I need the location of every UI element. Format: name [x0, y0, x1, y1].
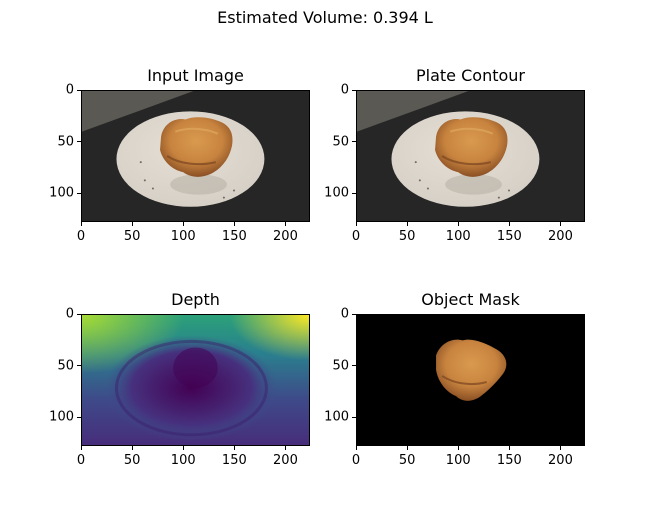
- x-tick-label: 0: [76, 453, 86, 468]
- y-tick-label: 100: [324, 185, 349, 201]
- y-tick-label: 0: [65, 306, 74, 322]
- x-tick-label: 100: [170, 453, 196, 468]
- wall-region: [82, 91, 194, 132]
- y-tick-label: 100: [324, 409, 349, 425]
- x-tick-mark: [284, 222, 286, 226]
- panel-image: [82, 315, 309, 445]
- y-tick-label: 50: [57, 134, 74, 150]
- x-tick-mark: [508, 446, 510, 450]
- x-tick-mark: [457, 222, 459, 226]
- x-tick-mark: [131, 446, 133, 450]
- panel-image: [357, 315, 584, 445]
- x-tick-label: 200: [273, 453, 298, 468]
- x-tick-mark: [355, 446, 357, 450]
- y-tick-label: 0: [340, 82, 349, 98]
- panel-title: Object Mask: [421, 290, 520, 309]
- y-tick-mark: [77, 192, 81, 194]
- y-tick-mark: [352, 313, 356, 315]
- depth-plate: [105, 335, 278, 441]
- y-tick-mark: [77, 416, 81, 418]
- x-tick-label: 150: [496, 453, 522, 468]
- x-tick-label: 100: [445, 453, 471, 468]
- x-tick-label: 150: [221, 453, 247, 468]
- y-tick-mark: [77, 313, 81, 315]
- y-tick-label: 100: [49, 409, 74, 425]
- x-tick-label: 50: [398, 229, 416, 244]
- x-tick-mark: [80, 446, 82, 450]
- x-tick-mark: [457, 446, 459, 450]
- x-tick-label: 200: [548, 229, 573, 244]
- food-shadow: [445, 174, 502, 195]
- y-tick-mark: [77, 141, 81, 143]
- x-tick-mark: [182, 222, 184, 226]
- y-tick-label: 50: [57, 358, 74, 374]
- x-tick-label: 0: [351, 229, 361, 244]
- panel-title: Depth: [171, 290, 220, 309]
- depth-food: [173, 347, 218, 389]
- y-tick-mark: [352, 416, 356, 418]
- x-tick-mark: [80, 222, 82, 226]
- panel-title: Plate Contour: [416, 66, 525, 85]
- x-tick-mark: [182, 446, 184, 450]
- y-tick-label: 0: [340, 306, 349, 322]
- x-tick-mark: [355, 222, 357, 226]
- x-tick-label: 150: [221, 229, 247, 244]
- panel-axes: [356, 90, 585, 222]
- x-tick-label: 200: [548, 453, 573, 468]
- x-tick-label: 50: [398, 453, 416, 468]
- y-tick-label: 50: [332, 134, 349, 150]
- x-tick-label: 100: [445, 229, 471, 244]
- x-tick-label: 50: [123, 229, 141, 244]
- figure-suptitle: Estimated Volume: 0.394 L: [217, 8, 433, 27]
- panel-image: [82, 91, 309, 221]
- y-tick-label: 100: [49, 185, 74, 201]
- x-tick-label: 200: [273, 229, 298, 244]
- y-tick-mark: [352, 141, 356, 143]
- x-tick-label: 100: [170, 229, 196, 244]
- y-tick-mark: [352, 89, 356, 91]
- panel-axes: [356, 314, 585, 446]
- x-tick-mark: [284, 446, 286, 450]
- x-tick-label: 150: [496, 229, 522, 244]
- x-tick-mark: [508, 222, 510, 226]
- y-tick-mark: [77, 365, 81, 367]
- panel-axes: [81, 90, 310, 222]
- panel-axes: [81, 314, 310, 446]
- x-tick-label: 0: [351, 453, 361, 468]
- y-tick-label: 0: [65, 82, 74, 98]
- x-tick-mark: [406, 446, 408, 450]
- x-tick-mark: [559, 446, 561, 450]
- y-tick-label: 50: [332, 358, 349, 374]
- x-tick-mark: [131, 222, 133, 226]
- x-tick-label: 50: [123, 453, 141, 468]
- x-tick-mark: [233, 446, 235, 450]
- masked-food: [436, 339, 507, 401]
- y-tick-mark: [352, 365, 356, 367]
- panel-title: Input Image: [147, 66, 244, 85]
- y-tick-mark: [352, 192, 356, 194]
- food-shadow: [170, 174, 227, 195]
- panel-image: [357, 91, 584, 221]
- x-tick-mark: [406, 222, 408, 226]
- x-tick-label: 0: [76, 229, 86, 244]
- x-tick-mark: [559, 222, 561, 226]
- y-tick-mark: [77, 89, 81, 91]
- x-tick-mark: [233, 222, 235, 226]
